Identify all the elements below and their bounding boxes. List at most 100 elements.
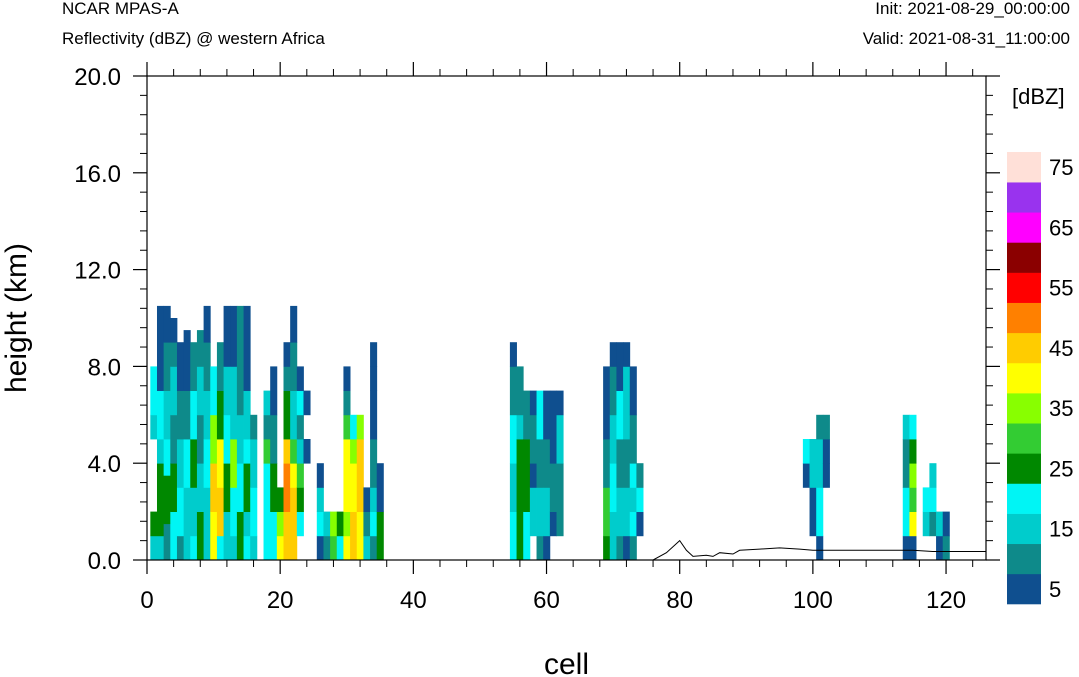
reflectivity-cell [283, 366, 291, 391]
reflectivity-cell [283, 439, 291, 464]
reflectivity-cell [370, 366, 378, 391]
reflectivity-cell [509, 463, 517, 512]
reflectivity-cell [343, 439, 351, 512]
reflectivity-cell [636, 487, 644, 512]
colorbar-swatch [1007, 272, 1041, 303]
field-subtitle: Reflectivity (dBZ) @ western Africa [62, 29, 325, 48]
x-tick-label: 120 [926, 587, 966, 614]
reflectivity-cell [230, 535, 238, 561]
reflectivity-cell [296, 487, 304, 512]
reflectivity-cell [936, 535, 944, 561]
reflectivity-cell [203, 390, 211, 440]
colorbar-label: 65 [1049, 215, 1073, 240]
reflectivity-cell [922, 487, 930, 512]
reflectivity-cell [909, 535, 917, 561]
y-tick-label: 8.0 [88, 354, 121, 381]
reflectivity-cell [150, 511, 158, 537]
x-tick-label: 0 [140, 587, 153, 614]
reflectivity-cell [243, 511, 251, 537]
reflectivity-cell [336, 511, 344, 537]
reflectivity-cell [250, 487, 258, 537]
colorbar-swatch [1007, 362, 1041, 394]
reflectivity-cell [216, 535, 224, 561]
reflectivity-cell [216, 439, 224, 488]
reflectivity-cell [156, 439, 165, 464]
reflectivity-cell [363, 511, 371, 537]
reflectivity-cell [183, 390, 191, 440]
reflectivity-cell [210, 366, 218, 416]
reflectivity-cell [190, 487, 198, 537]
reflectivity-cell [370, 439, 378, 488]
reflectivity-cell [809, 487, 817, 537]
colorbar-unit: [dBZ] [1012, 84, 1065, 109]
reflectivity-cell [909, 463, 917, 488]
colorbar-swatch [1007, 242, 1041, 273]
reflectivity-cell [296, 439, 304, 464]
reflectivity-cell [170, 414, 178, 464]
reflectivity-cell [236, 414, 244, 464]
reflectivity-cell [243, 535, 251, 561]
reflectivity-cell [356, 439, 364, 512]
reflectivity-cell [370, 390, 378, 440]
reflectivity-cell [223, 414, 231, 464]
reflectivity-cell [516, 366, 524, 416]
reflectivity-cell [170, 342, 178, 367]
reflectivity-cell [942, 511, 950, 537]
colorbar-label: 55 [1049, 276, 1073, 301]
reflectivity-cell [922, 511, 930, 537]
reflectivity-cell [196, 414, 204, 464]
reflectivity-cell [210, 414, 218, 464]
reflectivity-cell [170, 463, 178, 512]
reflectivity-cell [629, 414, 637, 464]
reflectivity-cell [629, 535, 637, 561]
reflectivity-cell [523, 439, 531, 512]
reflectivity-cell [283, 511, 291, 561]
reflectivity-cell [556, 390, 564, 416]
colorbar-label: 25 [1049, 456, 1073, 481]
terrain-line [147, 539, 986, 561]
reflectivity-cell [150, 535, 158, 561]
reflectivity-cell [183, 330, 191, 391]
reflectivity-cell [196, 511, 204, 561]
reflectivity-cell [210, 511, 218, 561]
reflectivity-cell [243, 305, 251, 391]
reflectivity-cell [636, 511, 644, 537]
reflectivity-cell [629, 463, 637, 488]
reflectivity-cell [270, 463, 278, 512]
reflectivity-cell [203, 305, 211, 343]
terrain-profile [147, 539, 986, 561]
reflectivity-cell [543, 439, 551, 488]
reflectivity-cell [370, 342, 378, 367]
reflectivity-cell [623, 439, 631, 488]
plot-frame [146, 75, 987, 561]
colorbar-swatch [1007, 483, 1041, 514]
reflectivity-cell [236, 366, 244, 416]
reflectivity-cell [316, 487, 324, 512]
reflectivity-cell [216, 487, 224, 537]
reflectivity-cell [223, 463, 231, 512]
y-axis-label: height (km) [0, 243, 33, 393]
reflectivity-cell [816, 487, 824, 537]
colorbar-label: 75 [1049, 155, 1073, 180]
reflectivity-cell [909, 414, 917, 440]
reflectivity-cell [609, 511, 617, 561]
reflectivity-cell [156, 463, 165, 537]
reflectivity-cell [909, 487, 917, 512]
reflectivity-cell [603, 487, 611, 537]
reflectivity-cell [270, 366, 278, 416]
reflectivity-cell [336, 535, 344, 561]
reflectivity-cell [343, 535, 351, 561]
reflectivity-cell [230, 487, 238, 537]
reflectivity-cell [276, 511, 284, 537]
reflectivity-cell [556, 414, 564, 464]
reflectivity-cell [316, 463, 324, 488]
reflectivity-cell [623, 366, 631, 440]
reflectivity-cell [536, 487, 544, 537]
reflectivity-cell [616, 342, 624, 391]
reflectivity-cell [290, 463, 298, 488]
x-tick-label: 40 [400, 587, 427, 614]
reflectivity-cell [616, 535, 624, 561]
reflectivity-cell [236, 511, 244, 561]
colorbar-swatch [1007, 332, 1041, 364]
reflectivity-cell [156, 390, 165, 440]
